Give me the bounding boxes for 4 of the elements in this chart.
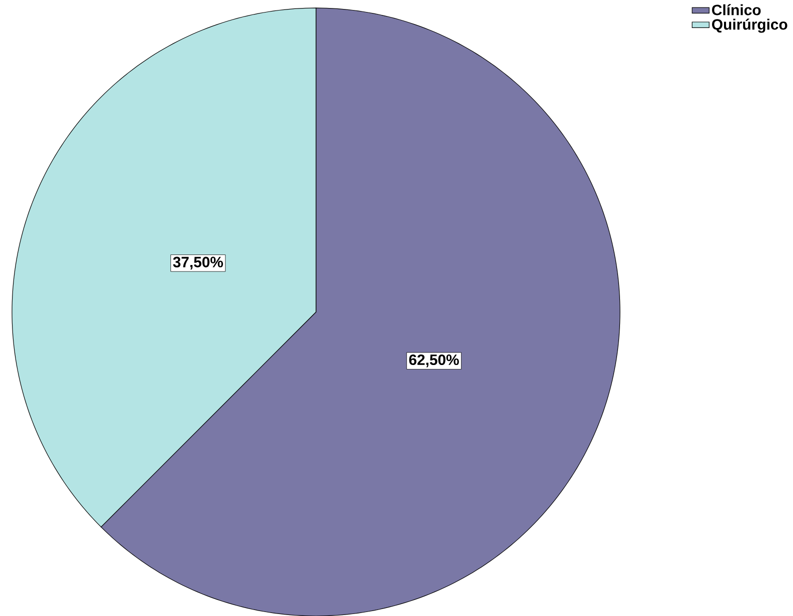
- data-label: 62,50%: [409, 354, 459, 368]
- data-label: 37,50%: [173, 256, 223, 270]
- legend-label: Clínico: [712, 4, 761, 16]
- legend-label: Quirúrgico: [712, 18, 788, 33]
